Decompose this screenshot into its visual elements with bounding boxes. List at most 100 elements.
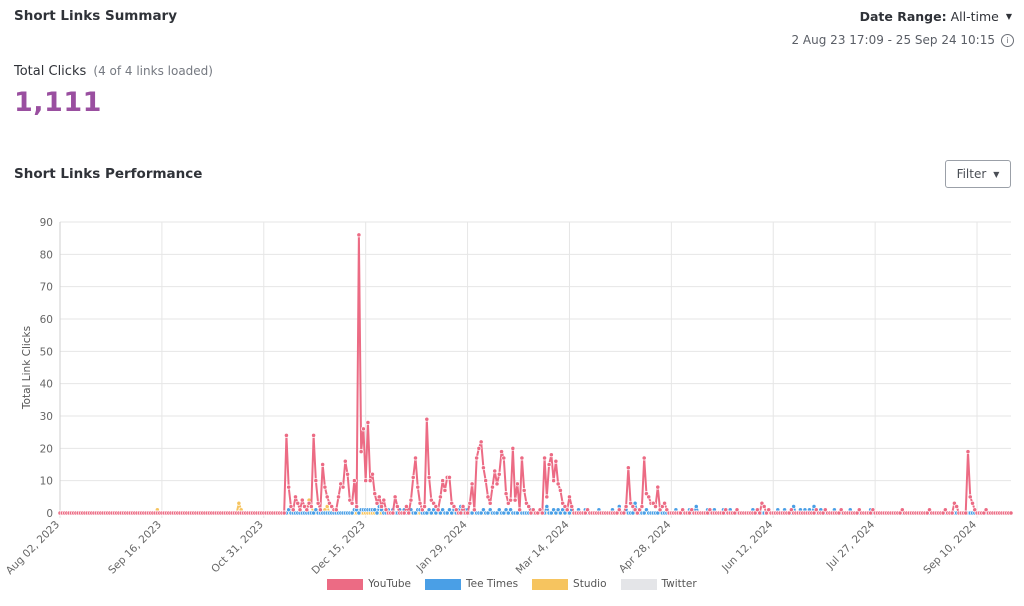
data-point (560, 500, 566, 506)
legend-item[interactable]: YouTube (327, 578, 411, 590)
data-point (349, 510, 355, 516)
data-point (424, 416, 430, 422)
data-point (324, 494, 330, 500)
links-loaded-note: (4 of 4 links loaded) (93, 64, 213, 78)
legend-item[interactable]: Studio (532, 578, 607, 590)
data-point (508, 497, 514, 503)
data-point (628, 500, 634, 506)
data-point (390, 510, 396, 516)
data-point (634, 510, 640, 516)
data-point (236, 500, 242, 506)
data-point (983, 507, 989, 513)
data-point (295, 500, 301, 506)
data-point (408, 497, 414, 503)
data-point (555, 481, 561, 487)
data-point (453, 507, 459, 513)
data-point (490, 484, 495, 490)
data-point (630, 504, 636, 509)
y-tick-label: 0 (46, 508, 53, 520)
data-point (315, 500, 321, 506)
data-point (383, 507, 389, 513)
data-point (311, 432, 317, 438)
data-point (354, 504, 360, 509)
y-tick-label: 90 (40, 217, 53, 229)
total-clicks-header: Total Clicks (4 of 4 links loaded) (14, 64, 213, 79)
x-tick-label: Aug 02, 2023 (4, 519, 62, 577)
data-point (349, 500, 355, 506)
data-point (492, 468, 498, 474)
data-point (372, 507, 378, 513)
data-point (317, 507, 323, 513)
x-tick-label: Apr 28, 2024 (617, 518, 674, 575)
data-point (329, 504, 335, 509)
data-point (508, 507, 514, 513)
data-point (374, 500, 380, 506)
data-point (376, 494, 382, 500)
data-point (283, 432, 289, 438)
data-point (562, 504, 568, 509)
data-point (483, 478, 489, 484)
data-point (360, 426, 366, 432)
legend-label: Tee Times (465, 578, 519, 590)
data-point (426, 474, 432, 480)
data-point (496, 471, 502, 477)
data-point (510, 445, 516, 451)
data-point (494, 481, 500, 487)
data-point (469, 481, 475, 487)
data-point (363, 478, 369, 484)
data-point (564, 507, 570, 513)
data-point (342, 458, 348, 464)
info-icon[interactable]: i (1001, 33, 1014, 47)
series-line-youtube (60, 233, 1011, 514)
data-point (437, 494, 443, 500)
date-span: 2 Aug 23 17:09 - 25 Sep 24 10:15 i (791, 33, 1014, 47)
legend-swatch (327, 578, 364, 590)
data-point (505, 500, 511, 506)
data-point (338, 481, 344, 487)
caret-down-icon: ▼ (1005, 12, 1012, 21)
legend-item[interactable]: Tee Times (424, 578, 519, 590)
data-point (501, 455, 507, 461)
data-point (655, 484, 661, 490)
data-point (406, 510, 412, 516)
data-point (293, 494, 298, 500)
data-point (569, 504, 575, 509)
data-point (440, 478, 446, 484)
filter-button[interactable]: Filter ▼ (945, 160, 1011, 188)
data-point (381, 497, 387, 503)
data-point (433, 504, 439, 509)
data-point (336, 494, 341, 500)
data-point (487, 507, 493, 513)
data-point (356, 510, 362, 516)
performance-chart: 0 10 20 30 40 50 60 70 80 90 Aug 02, 2023 Sep 16, 2… (4, 217, 1014, 577)
data-point (351, 478, 357, 484)
y-tick-label: 10 (40, 476, 53, 488)
data-point (476, 445, 482, 451)
data-point (813, 507, 819, 513)
data-point (548, 452, 554, 458)
y-tick-label: 40 (40, 379, 53, 391)
data-point (965, 449, 971, 455)
legend-item[interactable]: Twitter (620, 578, 697, 590)
data-point (951, 500, 957, 506)
caret-down-icon: ▼ (993, 169, 1000, 179)
data-point (567, 494, 572, 500)
date-range-selector[interactable]: Date Range: All-time ▼ (860, 9, 1012, 24)
y-tick-label: 30 (40, 411, 53, 423)
data-point (585, 507, 591, 513)
data-point (496, 507, 502, 513)
data-point (734, 507, 740, 513)
data-point (526, 504, 532, 509)
data-point (480, 507, 486, 513)
data-point (487, 500, 493, 506)
data-point (442, 487, 448, 493)
data-point (822, 507, 828, 513)
data-point (967, 494, 973, 500)
data-point (345, 471, 351, 477)
data-point (499, 449, 504, 455)
y-tick-label: 20 (40, 443, 53, 455)
data-point (530, 507, 536, 513)
data-point (403, 504, 409, 509)
data-point (288, 504, 294, 509)
legend-swatch (620, 578, 657, 590)
